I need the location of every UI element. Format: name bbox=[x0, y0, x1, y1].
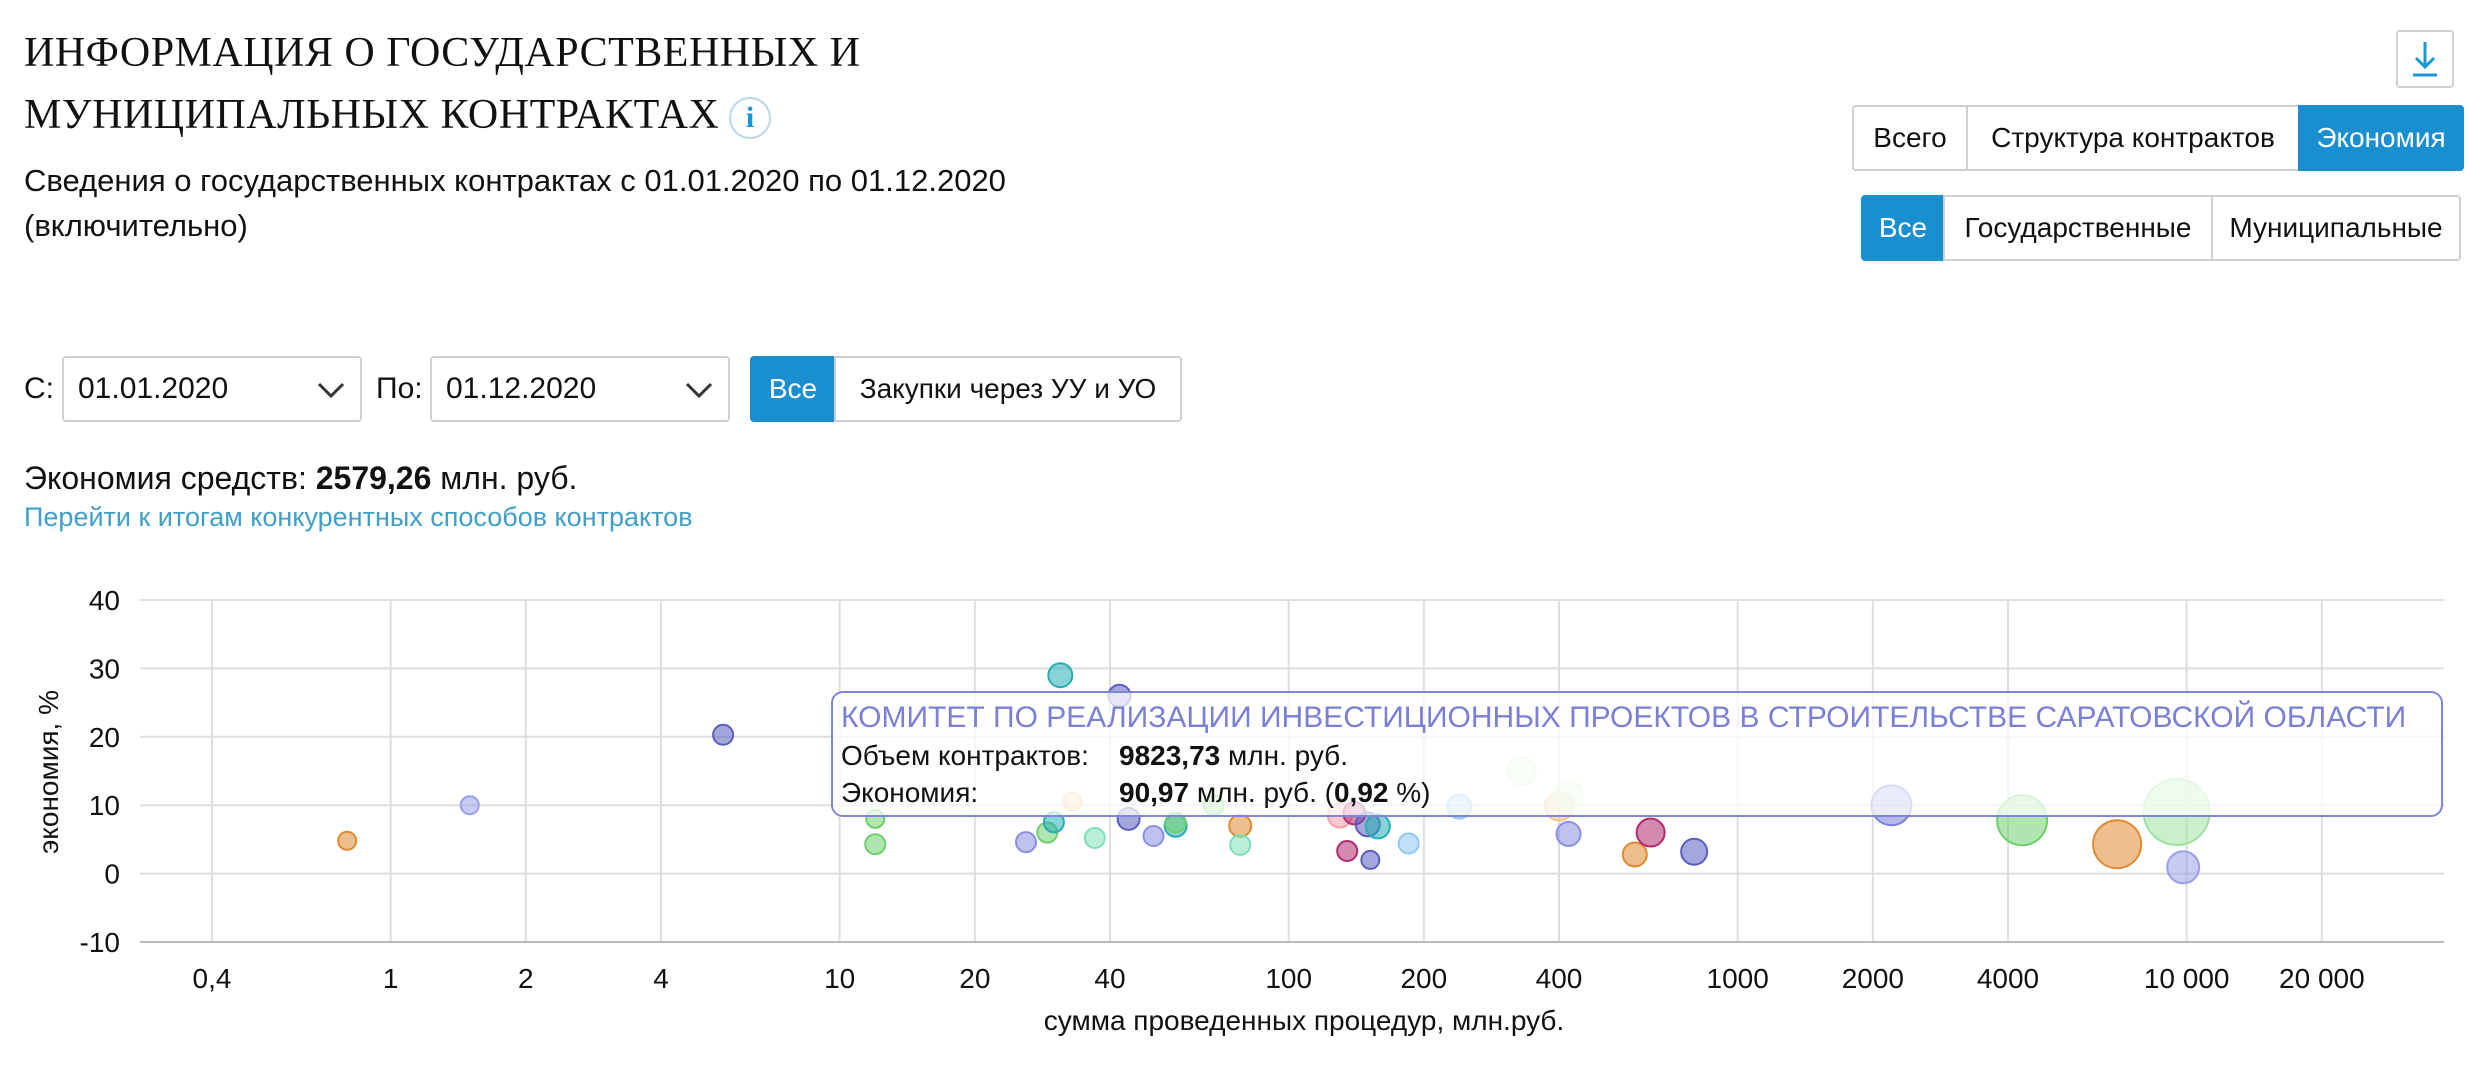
purchase-tabs: Все Закупки через УУ и УО bbox=[750, 356, 1182, 422]
to-date-select[interactable]: 01.12.2020 bbox=[430, 356, 730, 422]
page-title: ИНФОРМАЦИЯ О ГОСУДАРСТВЕННЫХ И МУНИЦИПАЛ… bbox=[24, 22, 860, 146]
to-label: По: bbox=[376, 372, 423, 405]
tooltip-volume-value: 9823,73 bbox=[1119, 740, 1221, 771]
chart-point bbox=[712, 723, 735, 746]
chart-point bbox=[459, 795, 480, 816]
chart-axes: -10 0 10 20 30 40 0,4 1 2 4 10 20 40 100 200 400 1000 200… bbox=[80, 585, 2444, 994]
tooltip-title: КОМИТЕТ ПО РЕАЛИЗАЦИИ ИНВЕСТИЦИОННЫХ ПРО… bbox=[841, 701, 2407, 734]
download-button[interactable] bbox=[2396, 30, 2454, 88]
chevron-down-icon bbox=[685, 382, 713, 399]
to-date-value: 01.12.2020 bbox=[446, 372, 597, 405]
download-icon bbox=[2413, 42, 2437, 77]
y-tick-label: 10 bbox=[89, 790, 120, 821]
tooltip-economy-value: 90,97 bbox=[1119, 777, 1190, 808]
bubble-chart: -10 0 10 20 30 40 0,4 1 2 4 10 20 40 100 200 400 1000 200… bbox=[33, 585, 2444, 1036]
from-label: С: bbox=[24, 372, 54, 405]
chart-point bbox=[1142, 824, 1165, 847]
x-tick-label: 1 bbox=[383, 963, 399, 994]
x-tick-label: 400 bbox=[1536, 963, 1583, 994]
page-title-line2-text: МУНИЦИПАЛЬНЫХ КОНТРАКТАХ bbox=[24, 92, 720, 138]
from-date-select[interactable]: 01.01.2020 bbox=[62, 356, 362, 422]
chart-point bbox=[1336, 840, 1359, 863]
chart-point bbox=[1083, 827, 1106, 850]
y-tick-label: -10 bbox=[80, 927, 120, 958]
x-tick-label: 2000 bbox=[1842, 963, 1904, 994]
x-tick-label: 1000 bbox=[1707, 963, 1769, 994]
tooltip-economy-pct-close: %) bbox=[1388, 777, 1431, 808]
page-subtitle: Сведения о государственных контрактах с … bbox=[24, 158, 1006, 248]
tab-municipal[interactable]: Муниципальные bbox=[2211, 195, 2461, 261]
x-tick-label: 4 bbox=[653, 963, 669, 994]
chart-point bbox=[1047, 662, 1074, 689]
x-tick-label: 20 bbox=[959, 963, 990, 994]
y-tick-label: 0 bbox=[104, 859, 120, 890]
x-tick-label: 200 bbox=[1400, 963, 1447, 994]
y-tick-label: 40 bbox=[89, 585, 120, 616]
tooltip-economy-row: Экономия: 90,97 млн. руб. (0,92 %) bbox=[841, 774, 2433, 811]
x-tick-label: 4000 bbox=[1977, 963, 2039, 994]
tooltip-economy-unit: млн. руб. ( bbox=[1196, 777, 1334, 808]
tab-economy[interactable]: Экономия bbox=[2298, 105, 2464, 171]
chart-point bbox=[1360, 849, 1381, 870]
view-tabs: Всего Структура контрактов Экономия bbox=[1852, 105, 2464, 171]
chevron-down-icon bbox=[317, 382, 345, 399]
tooltip-volume-label: Объем контрактов: bbox=[841, 740, 1089, 771]
economy-summary: Экономия средств: 2579,26 млн. руб. bbox=[24, 460, 577, 497]
tooltip-economy-label: Экономия: bbox=[841, 777, 979, 808]
y-axis-label: экономия, % bbox=[33, 690, 64, 854]
info-icon[interactable]: i bbox=[729, 97, 772, 140]
x-tick-label: 2 bbox=[518, 963, 534, 994]
chart-point bbox=[1680, 837, 1709, 866]
tooltip-volume-unit: млн. руб. bbox=[1228, 740, 1348, 771]
economy-unit: млн. руб. bbox=[440, 460, 578, 496]
x-tick-label: 10 bbox=[824, 963, 855, 994]
page-title-line1: ИНФОРМАЦИЯ О ГОСУДАРСТВЕННЫХ И bbox=[24, 30, 861, 76]
tab-all-purchases[interactable]: Все bbox=[750, 356, 836, 422]
chart-point bbox=[1228, 813, 1253, 838]
chart-point bbox=[1555, 820, 1582, 847]
tab-total[interactable]: Всего bbox=[1852, 105, 1968, 171]
x-axis-label: сумма проведенных процедур, млн.руб. bbox=[1044, 1005, 1564, 1036]
x-tick-label: 100 bbox=[1265, 963, 1312, 994]
y-tick-label: 30 bbox=[89, 653, 120, 684]
x-tick-label: 10 000 bbox=[2144, 963, 2230, 994]
chart-point bbox=[1635, 817, 1666, 848]
x-tick-label: 0,4 bbox=[193, 963, 232, 994]
competitive-results-link[interactable]: Перейти к итогам конкурентных способов к… bbox=[24, 502, 693, 532]
chart-point bbox=[337, 830, 358, 851]
from-date-value: 01.01.2020 bbox=[78, 372, 229, 405]
page-title-line2: МУНИЦИПАЛЬНЫХ КОНТРАКТАХ i bbox=[24, 84, 860, 146]
tab-all-types[interactable]: Все bbox=[1861, 195, 1945, 261]
tooltip-volume-row: Объем контрактов: 9823,73 млн. руб. bbox=[841, 737, 2433, 774]
tab-structure[interactable]: Структура контрактов bbox=[1966, 105, 2300, 171]
chart-point bbox=[2092, 819, 2143, 870]
chart-point bbox=[1621, 841, 1648, 868]
chart-point bbox=[1014, 831, 1037, 854]
y-tick-label: 20 bbox=[89, 722, 120, 753]
subtitle-line1: Сведения о государственных контрактах с … bbox=[24, 163, 1006, 198]
contract-type-tabs: Все Государственные Муниципальные bbox=[1861, 195, 2461, 261]
chart-point bbox=[1229, 833, 1252, 856]
economy-label: Экономия средств: bbox=[24, 460, 307, 496]
chart-point bbox=[2166, 850, 2201, 885]
economy-value: 2579,26 bbox=[315, 460, 432, 496]
chart-point bbox=[1397, 832, 1420, 855]
tab-state[interactable]: Государственные bbox=[1943, 195, 2213, 261]
chart-tooltip: КОМИТЕТ ПО РЕАЛИЗАЦИИ ИНВЕСТИЦИОННЫХ ПРО… bbox=[831, 691, 2443, 817]
subtitle-line2: (включительно) bbox=[24, 208, 248, 243]
x-tick-label: 20 000 bbox=[2279, 963, 2365, 994]
x-tick-label: 40 bbox=[1094, 963, 1125, 994]
tooltip-economy-pct: 0,92 bbox=[1333, 777, 1389, 808]
chart-point bbox=[864, 833, 887, 856]
tab-purchases-uu-uo[interactable]: Закупки через УУ и УО bbox=[834, 356, 1182, 422]
chart-point bbox=[1364, 813, 1391, 840]
